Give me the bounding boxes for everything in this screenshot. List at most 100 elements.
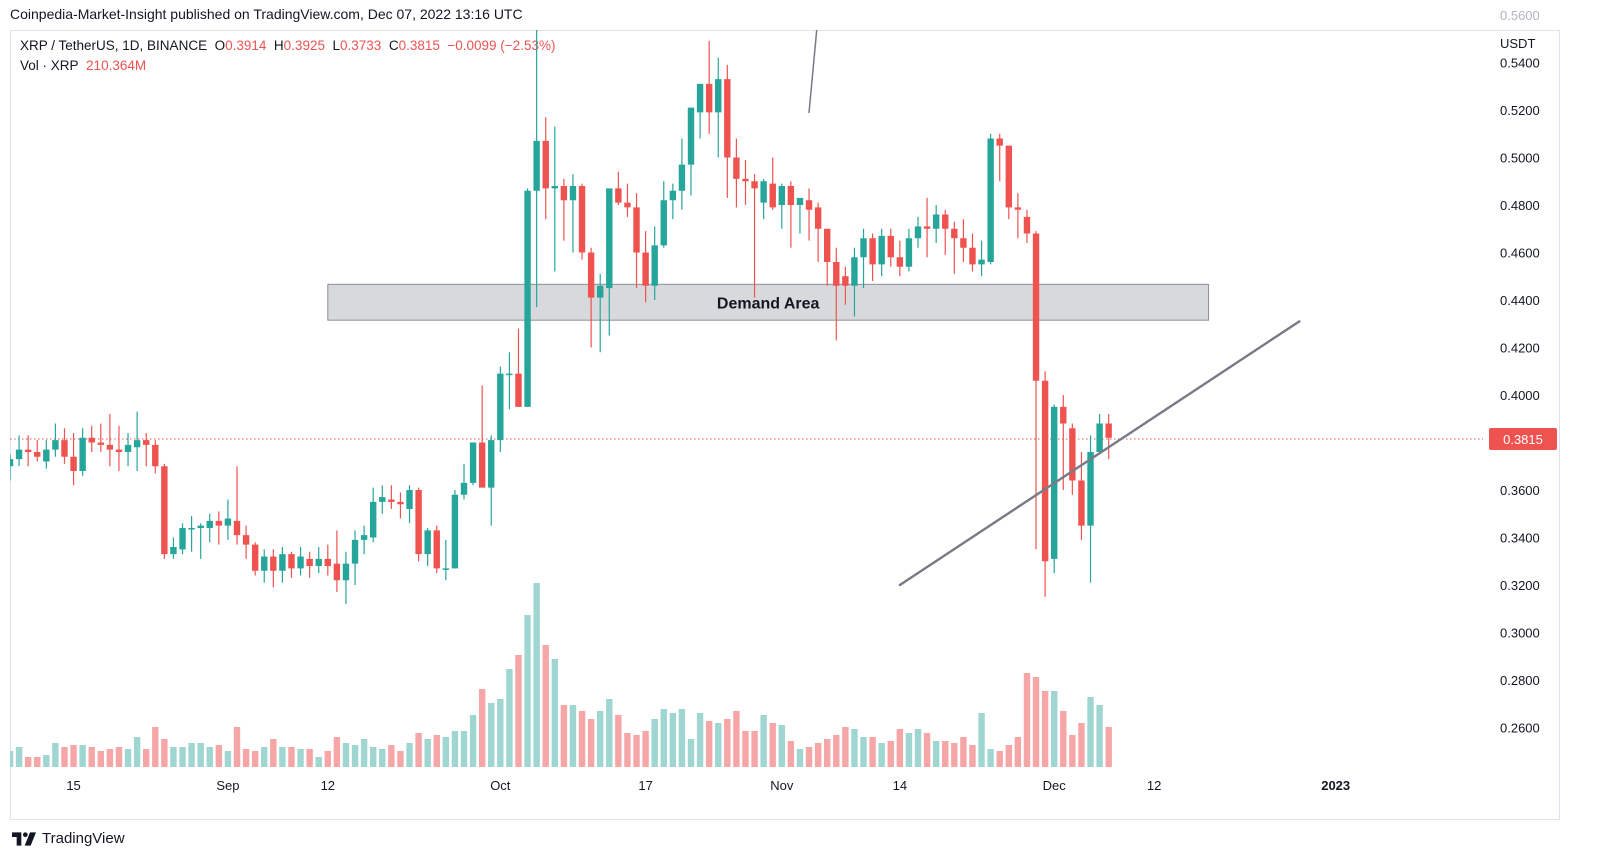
candle-body <box>161 466 168 555</box>
volume-bar <box>333 737 341 767</box>
candle-body <box>115 449 123 452</box>
candle-body <box>887 235 894 258</box>
candle-body <box>932 214 940 229</box>
annotation-line <box>808 30 818 114</box>
volume-bar <box>188 743 195 767</box>
volume-bar <box>742 731 749 767</box>
volume-bar <box>324 751 331 767</box>
high-value: 0.3925 <box>283 38 325 53</box>
candle-body <box>533 140 540 191</box>
volume-bar <box>687 739 695 767</box>
candle-body <box>969 247 976 265</box>
volume-bar <box>533 583 540 767</box>
candle-body <box>1023 216 1031 234</box>
candle-body <box>615 188 622 203</box>
candle-body <box>415 490 422 555</box>
candle-body <box>1105 423 1112 438</box>
candle-body <box>170 547 177 555</box>
volume-bar <box>370 747 377 767</box>
candle-body <box>351 539 359 564</box>
x-tick-label: Sep <box>216 778 239 793</box>
candle-body <box>43 449 50 462</box>
candle-body <box>306 558 313 566</box>
candle-body <box>360 535 368 540</box>
candle-body <box>261 556 268 571</box>
candle-body <box>778 186 785 205</box>
footer-brand[interactable]: TradingView <box>12 830 125 847</box>
volume-bar <box>61 747 68 767</box>
candle-body <box>551 186 558 189</box>
close-label: C <box>388 38 399 53</box>
tradingview-logo-icon <box>12 831 36 846</box>
candle-body <box>206 520 213 528</box>
candle-body <box>406 490 413 509</box>
low-label: L <box>332 38 340 53</box>
low-value: 0.3733 <box>340 38 382 53</box>
volume-bar <box>751 731 758 767</box>
volume-bar <box>270 739 277 767</box>
candle-body <box>133 440 141 448</box>
volume-bar <box>351 745 359 767</box>
volume-bar <box>524 615 531 767</box>
volume-bar <box>279 747 286 767</box>
volume-bar <box>724 719 731 767</box>
candle-body <box>70 456 77 471</box>
candle-body <box>878 235 885 265</box>
candle-body <box>824 228 831 262</box>
volume-bar <box>406 743 413 767</box>
candle-body <box>1096 423 1103 452</box>
candle-body <box>923 226 931 229</box>
volume-label: Vol · XRP <box>20 58 79 73</box>
candle-body <box>379 497 386 502</box>
candle-body <box>10 459 14 467</box>
candle-body <box>1032 233 1040 381</box>
y-axis-currency: USDT <box>1500 36 1535 51</box>
candle-body <box>569 186 577 201</box>
volume-bar <box>306 749 313 767</box>
volume-bar <box>1069 735 1076 767</box>
volume-bar <box>206 747 213 767</box>
volume-bar <box>923 733 931 767</box>
volume-bar <box>715 723 722 767</box>
candle-body <box>197 525 204 528</box>
candle-body <box>751 181 758 189</box>
candle-body <box>233 520 241 536</box>
candle-body <box>860 238 867 258</box>
volume-bar <box>814 743 822 767</box>
candle-body <box>960 238 967 248</box>
candle-body <box>52 440 59 450</box>
candle-body <box>297 556 304 569</box>
volume-bar <box>88 747 95 767</box>
volume-bar <box>433 735 440 767</box>
open-value: 0.3914 <box>225 38 267 53</box>
volume-bar <box>342 743 350 767</box>
candle-body <box>1041 380 1049 562</box>
volume-bar <box>733 711 740 767</box>
volume-bar <box>896 729 904 767</box>
volume-bar <box>143 749 150 767</box>
volume-bar <box>70 745 77 767</box>
volume-bar <box>597 711 604 767</box>
volume-bar <box>987 749 994 767</box>
high-label: H <box>273 38 284 53</box>
volume-bar <box>1078 723 1085 767</box>
volume-bar <box>842 727 849 767</box>
volume-bar <box>696 713 704 767</box>
candle-body <box>143 440 150 445</box>
volume-legend: Vol · XRP 210.364M <box>20 58 146 73</box>
volume-bar <box>197 743 204 767</box>
volume-bar <box>170 747 177 767</box>
volume-bar <box>869 737 876 767</box>
y-tick-label: 0.3200 <box>1500 578 1540 593</box>
candle-body <box>669 190 677 201</box>
candle-body <box>905 238 913 267</box>
symbol-legend: XRP / TetherUS, 1D, BINANCE O0.3914 H0.3… <box>20 38 555 53</box>
volume-bar <box>460 731 468 767</box>
volume-bar <box>769 723 776 767</box>
candle-body <box>715 79 722 113</box>
volume-bar <box>578 711 586 767</box>
candle-body <box>1087 452 1094 526</box>
volume-bar <box>497 699 504 767</box>
chart-frame <box>10 30 1560 820</box>
